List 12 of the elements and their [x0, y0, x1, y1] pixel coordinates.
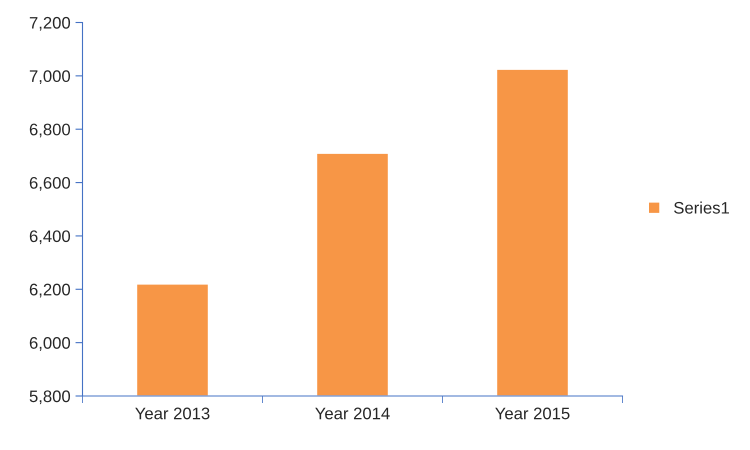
y-tick-label: 6,800	[30, 124, 70, 138]
y-tick-label: 6,400	[30, 230, 70, 244]
legend-label: Series1	[674, 201, 729, 214]
y-tick-label: 5,800	[30, 390, 70, 404]
y-tick-label: 7,000	[30, 70, 70, 84]
y-tick-label: 7,200	[30, 16, 70, 31]
x-tick-label: Year 2015	[495, 408, 570, 420]
x-tick-label: Year 2013	[135, 408, 210, 420]
y-tick-label: 6,200	[30, 284, 70, 298]
y-tick-label: 6,000	[30, 337, 70, 351]
y-tick-label: 6,600	[30, 176, 70, 191]
x-tick-label: Year 2014	[315, 408, 390, 420]
